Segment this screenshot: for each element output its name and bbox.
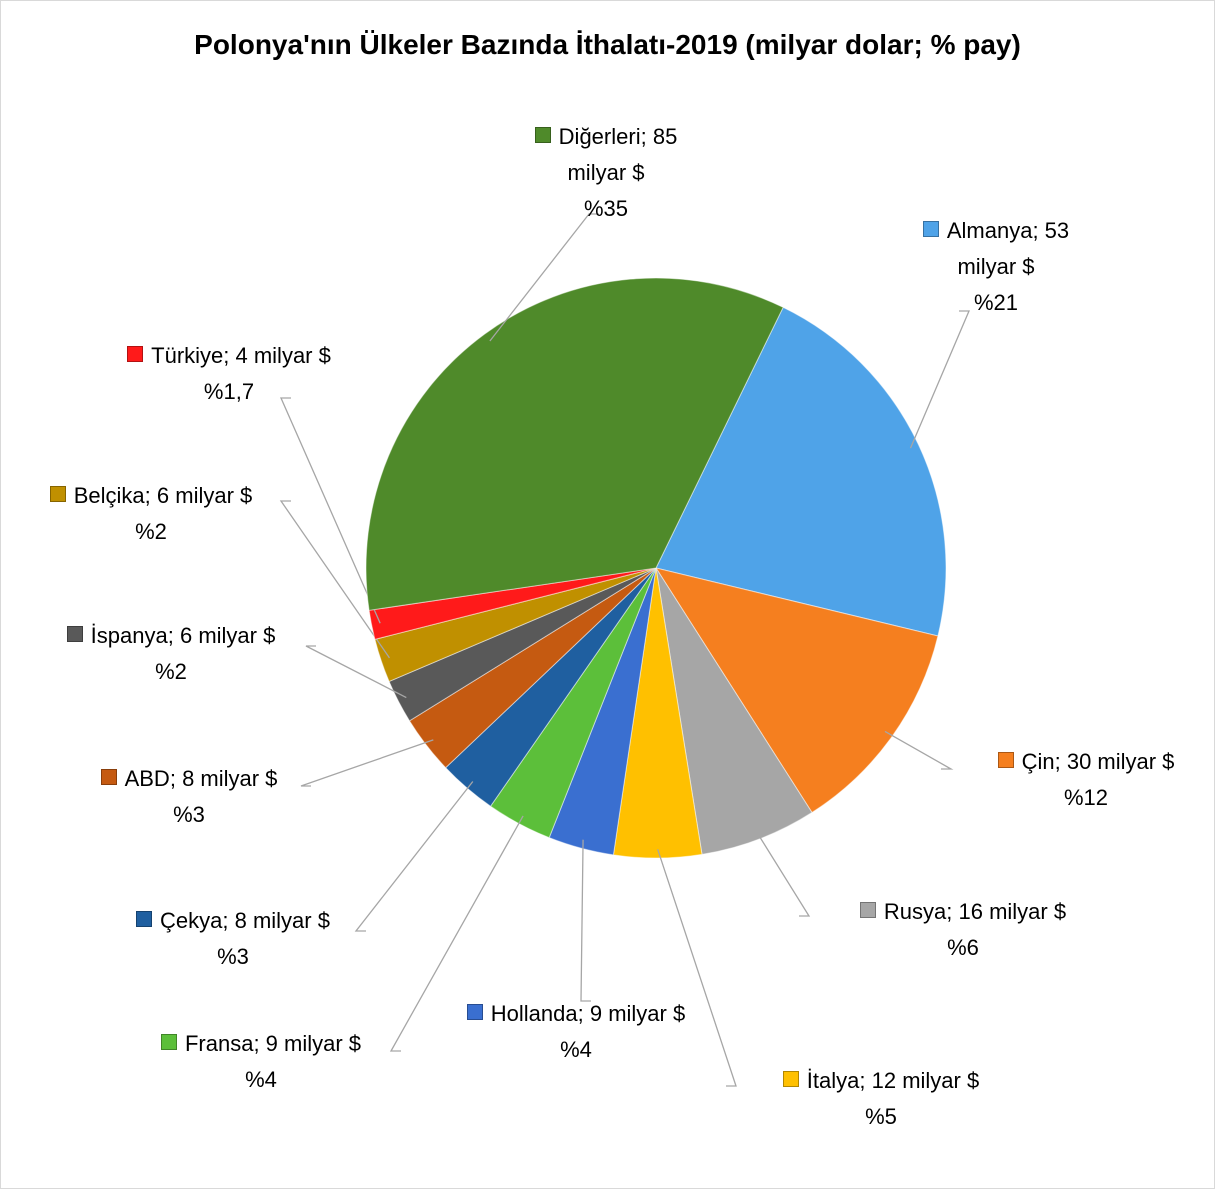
data-label: Diğerleri; 85 milyar $ %35 xyxy=(516,119,696,227)
category-label: Diğerleri xyxy=(558,124,641,149)
legend-marker xyxy=(127,346,144,362)
share-label: %2 xyxy=(135,519,167,544)
value-label: 6 milyar $ xyxy=(156,483,253,508)
category-label: ABD xyxy=(124,766,170,791)
data-label: Çekya; 8 milyar $ %3 xyxy=(73,903,393,975)
value-label: 8 milyar $ xyxy=(234,908,330,933)
leader-line xyxy=(354,781,474,932)
separator: ; xyxy=(946,899,959,924)
share-label: %2 xyxy=(155,659,187,684)
data-label: Türkiye; 4 milyar $ %1,7 xyxy=(69,338,389,410)
data-label: Belçika; 6 milyar $ %2 xyxy=(1,478,311,550)
legend-marker xyxy=(136,911,153,927)
separator: ; xyxy=(253,1031,266,1056)
share-label: %6 xyxy=(947,935,979,960)
data-label: ABD; 8 milyar $ %3 xyxy=(29,761,349,833)
separator: ; xyxy=(859,1068,872,1093)
separator: ; xyxy=(577,1001,590,1026)
pie-slice xyxy=(655,567,813,855)
leader-line xyxy=(657,849,737,1087)
category-label: Hollanda xyxy=(490,1001,578,1026)
share-label: %5 xyxy=(865,1104,897,1129)
share-label: %3 xyxy=(173,802,205,827)
category-label: Çekya xyxy=(160,908,223,933)
share-label: %35 xyxy=(583,196,629,221)
leader-line xyxy=(305,645,407,699)
legend-marker xyxy=(782,1071,799,1087)
category-label: Belçika xyxy=(73,483,145,508)
data-label: Fransa; 9 milyar $ %4 xyxy=(101,1026,421,1098)
value-label: 6 milyar $ xyxy=(179,623,276,648)
separator: ; xyxy=(1054,749,1067,774)
separator: ; xyxy=(223,343,236,368)
separator: ; xyxy=(167,623,180,648)
separator: ; xyxy=(640,124,653,149)
share-label: %21 xyxy=(973,290,1019,315)
value-label: 53 milyar $ xyxy=(957,218,1070,279)
category-label: Çin xyxy=(1021,749,1055,774)
separator: ; xyxy=(144,483,157,508)
legend-marker xyxy=(49,486,66,502)
data-label: İspanya; 6 milyar $ %2 xyxy=(11,618,331,690)
legend-marker xyxy=(100,769,117,785)
leader-line xyxy=(280,397,381,624)
leader-line xyxy=(580,839,591,1002)
value-label: 9 milyar $ xyxy=(589,1001,686,1026)
share-label: %1,7 xyxy=(203,379,255,404)
data-label: Çin; 30 milyar $ %12 xyxy=(926,744,1214,816)
data-label: Rusya; 16 milyar $ %6 xyxy=(803,894,1123,966)
category-label: Almanya xyxy=(946,218,1033,243)
value-label: 12 milyar $ xyxy=(871,1068,980,1093)
leader-line xyxy=(389,815,524,1052)
data-label: Almanya; 53 milyar $ %21 xyxy=(896,213,1096,321)
legend-marker xyxy=(922,221,939,237)
category-label: İtalya xyxy=(806,1068,860,1093)
category-label: Türkiye xyxy=(151,343,224,368)
pie-slice xyxy=(654,567,939,814)
legend-marker xyxy=(466,1004,483,1020)
legend-marker xyxy=(859,902,876,918)
separator: ; xyxy=(1032,218,1045,243)
data-label: İtalya; 12 milyar $ %5 xyxy=(721,1063,1041,1135)
separator: ; xyxy=(169,766,183,791)
category-label: Rusya xyxy=(883,899,947,924)
pie-slice xyxy=(655,306,947,637)
legend-marker xyxy=(66,626,83,642)
leader-line xyxy=(909,310,970,449)
chart-title: Polonya'nın Ülkeler Bazında İthalatı-201… xyxy=(194,29,1021,60)
share-label: %12 xyxy=(1063,785,1109,810)
value-label: 4 milyar $ xyxy=(235,343,331,368)
leader-line xyxy=(489,213,599,342)
value-label: 85 milyar $ xyxy=(567,124,678,185)
category-label: İspanya xyxy=(90,623,168,648)
data-label: Hollanda; 9 milyar $ %4 xyxy=(446,996,706,1068)
legend-marker xyxy=(160,1034,177,1050)
value-label: 8 milyar $ xyxy=(182,766,278,791)
value-label: 9 milyar $ xyxy=(265,1031,362,1056)
share-label: %4 xyxy=(560,1037,592,1062)
legend-marker xyxy=(997,752,1014,768)
category-label: Fransa xyxy=(184,1031,254,1056)
leader-line xyxy=(300,739,434,787)
leader-line xyxy=(884,730,954,770)
value-label: 16 milyar $ xyxy=(958,899,1067,924)
value-label: 30 milyar $ xyxy=(1066,749,1175,774)
legend-marker xyxy=(534,127,551,143)
share-label: %3 xyxy=(217,944,249,969)
share-label: %4 xyxy=(245,1067,277,1092)
leader-line xyxy=(279,500,390,659)
pie-slice xyxy=(365,277,784,611)
separator: ; xyxy=(222,908,235,933)
leader-line xyxy=(755,830,811,917)
